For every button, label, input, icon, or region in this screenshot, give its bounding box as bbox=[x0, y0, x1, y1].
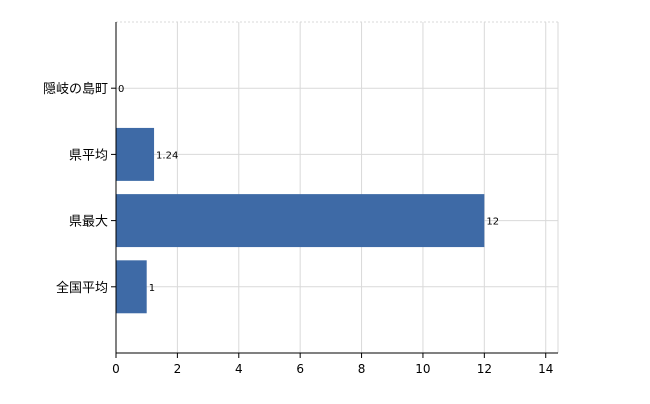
x-tick-label: 14 bbox=[538, 362, 553, 376]
x-tick-label: 10 bbox=[415, 362, 430, 376]
bars bbox=[116, 127, 485, 314]
data-label: 0 bbox=[118, 84, 124, 95]
x-tick-label: 2 bbox=[174, 362, 182, 376]
x-tick-label: 4 bbox=[235, 362, 243, 376]
x-tick-label: 12 bbox=[477, 362, 492, 376]
bar-3 bbox=[116, 260, 147, 314]
bar-2 bbox=[116, 194, 485, 248]
axes bbox=[111, 22, 558, 358]
x-tick-label: 6 bbox=[296, 362, 304, 376]
y-tick-label: 県最大 bbox=[69, 215, 108, 230]
data-label: 1.24 bbox=[156, 150, 178, 161]
y-tick-label: 全国平均 bbox=[56, 280, 108, 296]
data-label: 1 bbox=[149, 283, 155, 294]
y-tick-label: 隠岐の島町 bbox=[43, 82, 108, 97]
bar-1 bbox=[116, 127, 155, 181]
x-tick-label: 0 bbox=[112, 362, 120, 376]
x-tick-label: 8 bbox=[358, 362, 366, 376]
data-label: 12 bbox=[486, 217, 499, 228]
y-tick-label: 県平均 bbox=[69, 148, 108, 163]
grid-lines bbox=[116, 21, 559, 353]
